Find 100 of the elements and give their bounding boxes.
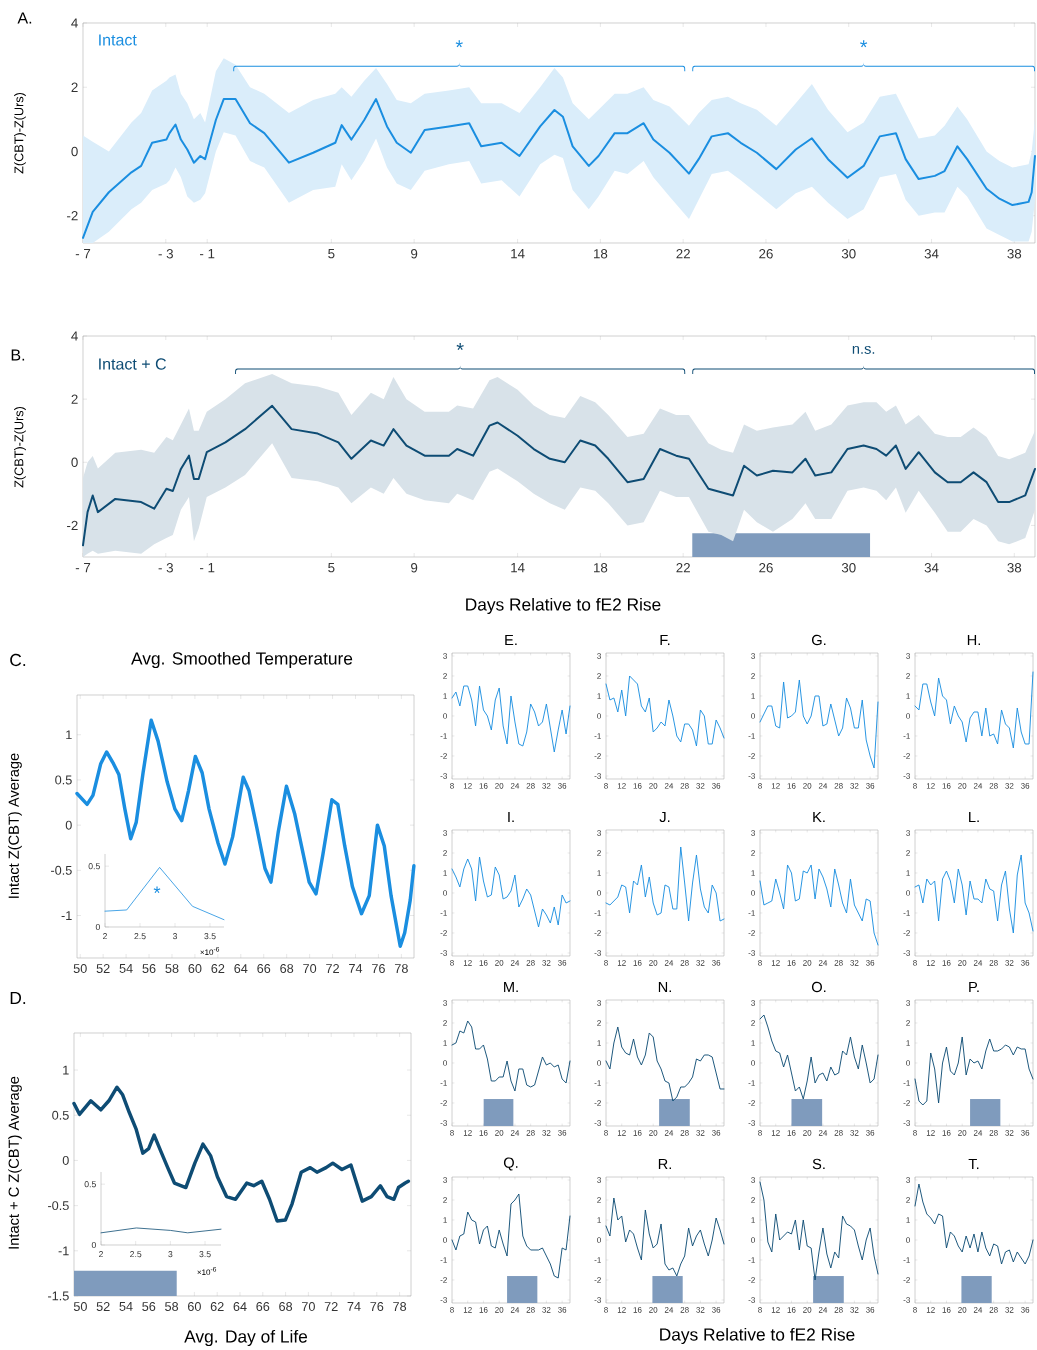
x-tick-label: 36 [1021, 783, 1030, 789]
y-tick-label: -2 [440, 1100, 447, 1106]
x-tick-label: 30 [841, 249, 856, 259]
y-tick-label: 2 [71, 394, 78, 404]
x-tick-label: 76 [370, 1302, 384, 1312]
chart-title: A. [17, 12, 32, 24]
y-tick-label: 2 [906, 1020, 910, 1026]
y-tick-label: 2 [443, 1197, 447, 1203]
x-tick-label: 8 [450, 783, 454, 789]
chart-title: P. [969, 981, 979, 993]
x-tick-label: 32 [542, 783, 551, 789]
x-tick-label: 32 [850, 783, 859, 789]
y-tick-label: 2 [597, 1197, 601, 1203]
x-tick-label: 36 [558, 783, 567, 789]
x-tick-label: 28 [526, 783, 535, 789]
x-tick-label: 50 [73, 1302, 87, 1312]
y-axis-title: Z(CBT)-Z(Urs) [14, 92, 26, 174]
y-tick-label: 3 [751, 830, 755, 836]
x-tick-label: 12 [926, 1307, 935, 1313]
x-tick-label: - 7 [75, 249, 91, 259]
x-tick-label: 8 [604, 1307, 608, 1313]
x-tick-label: 16 [479, 1307, 488, 1313]
x-tick-label: 66 [256, 1302, 270, 1312]
x-tick-label: 32 [696, 960, 705, 966]
x-tick-label: 20 [495, 783, 504, 789]
chart-title: N. [658, 981, 671, 993]
x-tick-label: 54 [119, 1302, 133, 1311]
x-tick-label: 16 [942, 1307, 951, 1313]
y-tick-label: 2 [906, 850, 910, 856]
annotation: * [455, 40, 463, 48]
x-tick-label: 20 [803, 783, 812, 789]
x-tick-label: 12 [926, 783, 935, 789]
y-tick-label: 3 [751, 1000, 755, 1006]
x-tick-label: 3 [168, 1251, 173, 1258]
x-tick-label: 16 [787, 1130, 796, 1136]
y-tick-label: 0 [597, 713, 601, 719]
y-tick-label: 0 [597, 890, 601, 896]
x-tick-label: 8 [913, 783, 917, 789]
x-tick-label: 56 [142, 1302, 156, 1312]
x-tick-label: 36 [1021, 1130, 1030, 1136]
y-tick-label: 0 [751, 1237, 755, 1243]
x-tick-label: 16 [633, 960, 642, 966]
y-tick-label: 2 [443, 1020, 447, 1026]
x-tick-label: 12 [617, 960, 626, 966]
chart-title: R. [658, 1158, 671, 1170]
line-series [914, 1036, 1034, 1106]
y-tick-label: 1 [597, 1217, 601, 1223]
x-tick-label: 20 [958, 1307, 967, 1313]
y-tick-label: 2 [443, 673, 447, 679]
y-tick-label: 3 [597, 1000, 601, 1006]
y-tick-label: -3 [903, 1297, 910, 1303]
x-tick-label: 78 [394, 964, 408, 974]
x-tick-label: 20 [958, 1130, 967, 1136]
x-tick-label: 52 [96, 1302, 110, 1312]
x-tick-label: 20 [649, 783, 658, 789]
y-tick-label: -3 [594, 773, 601, 779]
y-tick-label: -3 [594, 950, 601, 956]
chart-title: J. [659, 811, 670, 823]
x-tick-label: - 3 [158, 563, 173, 573]
y-tick-label: -2 [748, 753, 755, 759]
x-tick-label: 32 [1005, 783, 1014, 789]
chart-title: D. [10, 992, 26, 1004]
y-tick-label: -1 [748, 910, 755, 916]
x-tick-label: 22 [676, 249, 690, 259]
y-tick-label: -1 [594, 910, 601, 916]
x-tick-label: 36 [558, 960, 567, 966]
x-tick-label: 24 [818, 960, 828, 966]
line-series [72, 1085, 411, 1223]
y-axis-title: Intact Z(CBT) Average [8, 753, 22, 898]
y-tick-label: -3 [748, 1297, 755, 1303]
x-tick-label: 28 [680, 1307, 689, 1313]
y-tick-label: -1.5 [48, 1291, 69, 1301]
x-tick-label: 12 [771, 1130, 780, 1136]
x-tick-label: 62 [210, 1302, 224, 1312]
chart-title: G. [811, 634, 826, 646]
y-tick-label: -2 [67, 211, 78, 221]
y-tick-label: 1 [63, 1065, 69, 1075]
x-tick-label: 32 [850, 1307, 859, 1313]
x-tick-label: 28 [989, 783, 998, 789]
x-tick-label: 26 [759, 563, 773, 573]
y-tick-label: -1 [903, 1257, 910, 1263]
x-tick-label: 24 [973, 1307, 983, 1313]
x-tick-label: 32 [696, 783, 705, 789]
y-tick-label: 1 [751, 870, 755, 876]
x-tick-label: 8 [604, 960, 608, 966]
x-tick-label: 34 [924, 563, 939, 573]
y-tick-label: -1 [594, 1257, 601, 1263]
x-tick-label: 70 [302, 1302, 315, 1312]
x-tick-label: 20 [803, 1307, 812, 1313]
y-tick-label: 2 [597, 1020, 601, 1026]
x-tick-label: 26 [759, 249, 773, 259]
y-tick-label: 3 [443, 1177, 447, 1183]
y-tick-label: -1 [748, 733, 755, 739]
x-tick-label: 38 [1007, 249, 1022, 259]
x-tick-label: 66 [257, 964, 271, 974]
y-tick-label: -2 [594, 1100, 601, 1106]
x-axis-title: ×10$^{-6}$ [200, 946, 220, 956]
y-tick-label: -2 [903, 1100, 910, 1106]
x-tick-label: 5 [328, 563, 335, 573]
y-tick-label: 4 [71, 331, 78, 341]
